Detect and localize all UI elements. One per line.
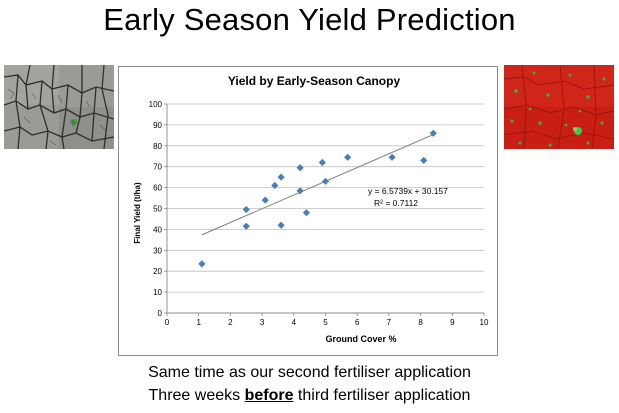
data-point [321,177,330,185]
y-tick-label: 0 [158,309,163,318]
data-point [277,221,285,229]
data-point [242,222,250,230]
caption-line-2: Three weeks before third fertiliser appl… [0,387,619,405]
caption-line-1: Same time as our second fertiliser appli… [148,364,471,381]
x-tick-label: 2 [228,318,233,327]
axes [164,103,485,316]
r-squared-label: R² = 0.7112 [374,198,418,208]
data-point [261,196,269,204]
data-point [271,181,279,190]
y-tick-label: 50 [153,205,162,214]
slide-title: Early Season Yield Prediction [103,2,516,37]
x-tick-label: 5 [323,318,328,327]
data-point [302,209,311,217]
caption-line-2-end: third fertiliser application [293,387,471,404]
data-point [344,153,352,161]
y-tick-label: 70 [153,163,162,172]
chart-frame: Yield by Early-Season Canopy 0 10 20 30 40 50… [118,66,498,356]
y-tick-label: 40 [153,225,162,234]
x-tick-label: 8 [418,318,423,327]
x-tick-label: 4 [292,318,297,327]
y-axis-label: Final Yield (t/ha) [133,182,142,244]
green-canopy-photo [504,65,614,149]
chart-title: Yield by Early-Season Canopy [228,74,401,88]
caption-line-2-start: Three weeks [148,387,245,404]
x-axis-label: Ground Cover % [325,334,396,344]
y-tick-label: 80 [153,142,162,151]
x-tick-label: 3 [260,318,265,327]
y-tick-label: 60 [153,184,162,193]
y-tick-label: 20 [153,267,162,276]
gridlines [167,103,484,293]
x-tick-label: 7 [387,318,392,327]
x-tick-label: 6 [355,318,360,327]
data-point [296,164,304,172]
caption-emphasis: before [244,387,294,404]
y-tick-label: 10 [153,288,162,297]
data-point [429,129,437,137]
x-tick-label: 1 [196,318,201,327]
tick-labels: 0 10 20 30 40 50 60 70 80 90 100 0 1 2 3 4 5 6 7 8 9 10 [149,100,489,327]
x-tick-label: 0 [165,318,170,327]
trendline-equation: y = 6.5739x + 30.157 [368,186,448,196]
cracked-soil-photo [4,65,114,149]
y-tick-label: 100 [149,100,163,109]
scatter-chart: Yield by Early-Season Canopy 01020304050… [133,74,489,344]
data-point [420,156,428,165]
data-point [388,153,396,161]
y-tick-label: 30 [153,246,162,255]
data-point [198,260,206,268]
data-point [277,173,285,181]
x-tick-label: 10 [480,318,489,327]
x-tick-label: 9 [450,318,455,327]
trendline-group [201,134,434,236]
data-point [242,205,250,214]
data-point [318,158,326,167]
y-tick-label: 90 [153,121,162,130]
trendline [201,134,434,236]
